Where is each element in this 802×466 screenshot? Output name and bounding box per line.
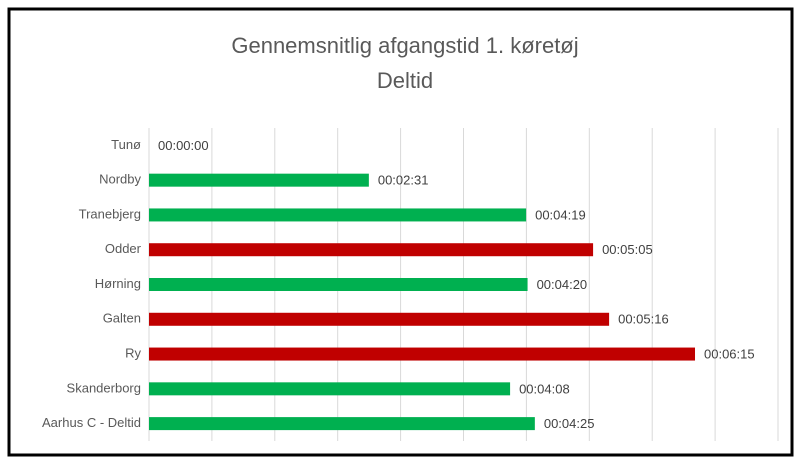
bar [149, 347, 696, 361]
bar [149, 173, 369, 187]
data-label: 00:04:25 [544, 416, 595, 431]
y-tick-label: Skanderborg [67, 380, 141, 395]
data-label: 00:05:05 [602, 242, 653, 257]
chart-title: Gennemsnitlig afgangstid 1. køretøj [231, 33, 578, 58]
y-tick-label: Aarhus C - Deltid [42, 415, 141, 430]
y-tick-label: Galten [103, 311, 141, 326]
data-label: 00:04:19 [535, 207, 586, 222]
bar [149, 208, 527, 222]
y-tick-label: Nordby [99, 172, 141, 187]
bar [149, 417, 535, 431]
bar [149, 278, 528, 291]
data-label: 00:06:15 [704, 346, 755, 361]
y-tick-label: Odder [105, 241, 142, 256]
data-label: 00:02:31 [378, 173, 429, 188]
y-tick-label: Tranebjerg [79, 206, 141, 221]
bar [149, 312, 610, 326]
y-tick-label: Hørning [95, 276, 141, 291]
y-tick-label: Tunø [111, 137, 141, 152]
bar [149, 243, 594, 257]
chart-frame [7, 7, 794, 457]
data-label: 00:00:00 [158, 138, 209, 153]
bar [149, 382, 511, 396]
data-label: 00:05:16 [618, 312, 669, 327]
y-tick-label: Ry [125, 345, 141, 360]
chart-subtitle: Deltid [377, 68, 433, 93]
data-label: 00:04:20 [537, 277, 588, 292]
data-label: 00:04:08 [519, 381, 570, 396]
